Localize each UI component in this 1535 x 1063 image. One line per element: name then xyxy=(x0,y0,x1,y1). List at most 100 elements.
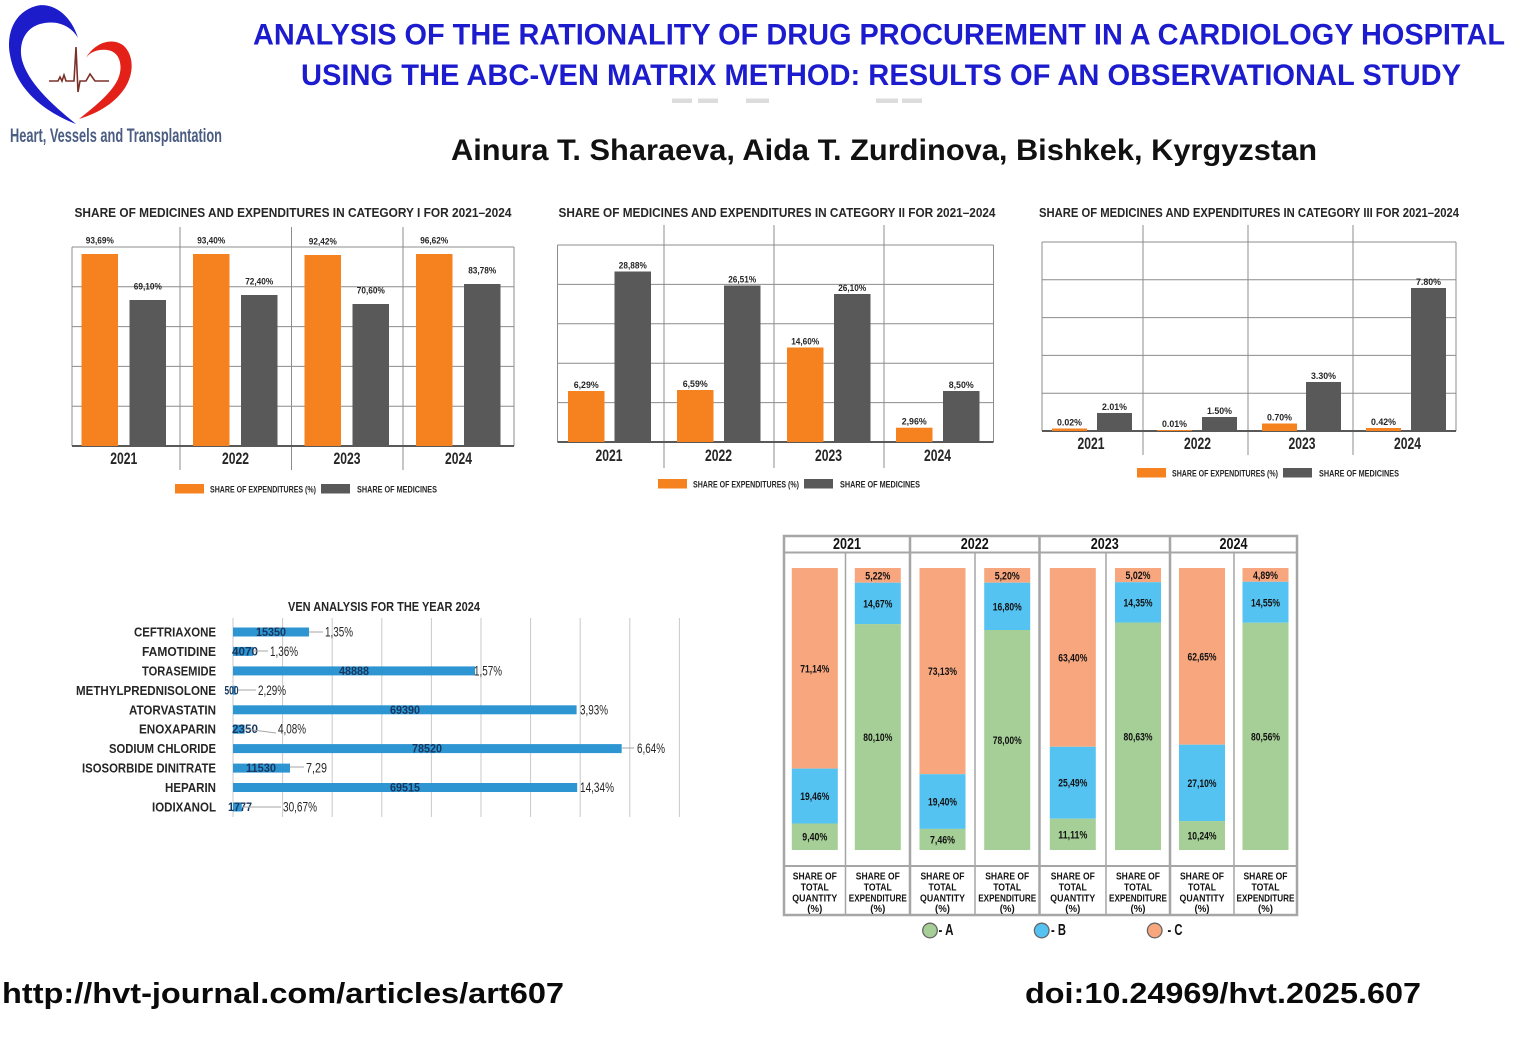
svg-text:2024: 2024 xyxy=(924,446,951,465)
svg-text:14,60%: 14,60% xyxy=(791,337,819,348)
svg-text:4,08%: 4,08% xyxy=(278,722,306,737)
svg-text:63,40%: 63,40% xyxy=(1058,652,1087,664)
svg-text:SHARE OF MEDICINES AND EXPENDI: SHARE OF MEDICINES AND EXPENDITURES IN C… xyxy=(559,205,997,220)
svg-text:SHARE OF: SHARE OF xyxy=(1116,872,1160,883)
svg-text:70,60%: 70,60% xyxy=(357,286,385,297)
svg-text:6,29%: 6,29% xyxy=(574,380,600,391)
svg-text:EXPENDITURE: EXPENDITURE xyxy=(1237,893,1295,904)
svg-text:6,64%: 6,64% xyxy=(637,741,665,756)
svg-text:0.42%: 0.42% xyxy=(1371,417,1397,428)
svg-text:80,56%: 80,56% xyxy=(1251,731,1280,743)
svg-text:HEPARIN: HEPARIN xyxy=(165,780,216,795)
svg-text:SHARE OF MEDICINES: SHARE OF MEDICINES xyxy=(840,480,920,491)
svg-text:doi:10.24969/hvt.2025.607: doi:10.24969/hvt.2025.607 xyxy=(1025,978,1421,1010)
svg-text:ENOXAPARIN: ENOXAPARIN xyxy=(139,722,216,737)
svg-text:2023: 2023 xyxy=(815,446,842,465)
svg-text:EXPENDITURE: EXPENDITURE xyxy=(978,893,1036,904)
svg-text:2021: 2021 xyxy=(833,536,861,553)
svg-text:(%): (%) xyxy=(1131,904,1146,915)
svg-text:78520: 78520 xyxy=(412,744,442,756)
svg-text:SODIUM CHLORIDE: SODIUM CHLORIDE xyxy=(109,741,216,756)
svg-text:(%): (%) xyxy=(1258,904,1273,915)
svg-text:14,34%: 14,34% xyxy=(580,780,614,795)
svg-text:SHARE OF: SHARE OF xyxy=(1180,872,1224,883)
svg-text:2023: 2023 xyxy=(1289,434,1316,453)
svg-text:QUANTITY: QUANTITY xyxy=(920,893,965,904)
svg-text:27,10%: 27,10% xyxy=(1188,778,1217,790)
svg-text:30,67%: 30,67% xyxy=(283,800,317,815)
svg-text:(%): (%) xyxy=(807,904,822,915)
svg-text:SHARE OF MEDICINES AND EXPENDI: SHARE OF MEDICINES AND EXPENDITURES IN C… xyxy=(75,205,513,220)
svg-text:EXPENDITURE: EXPENDITURE xyxy=(1109,893,1167,904)
svg-text:71,14%: 71,14% xyxy=(800,663,829,675)
svg-text:62,65%: 62,65% xyxy=(1188,651,1217,663)
svg-text:SHARE OF: SHARE OF xyxy=(1244,872,1288,883)
svg-text:0.02%: 0.02% xyxy=(1057,418,1083,429)
svg-text:TOTAL: TOTAL xyxy=(801,882,829,893)
svg-text:5,22%: 5,22% xyxy=(865,570,890,582)
svg-text:80,10%: 80,10% xyxy=(863,732,892,744)
svg-text:7,46%: 7,46% xyxy=(930,835,955,847)
svg-text:SHARE OF EXPENDITURES (%): SHARE OF EXPENDITURES (%) xyxy=(1172,469,1278,480)
svg-text:METHYLPREDNISOLONE: METHYLPREDNISOLONE xyxy=(76,683,216,698)
svg-text:SHARE OF EXPENDITURES (%): SHARE OF EXPENDITURES (%) xyxy=(693,480,799,491)
svg-text:69390: 69390 xyxy=(390,705,420,717)
svg-text:SHARE OF: SHARE OF xyxy=(1051,872,1095,883)
svg-text:TOTAL: TOTAL xyxy=(1188,882,1216,893)
svg-text:- C: - C xyxy=(1168,922,1183,939)
svg-text:3,93%: 3,93% xyxy=(580,702,608,717)
svg-text:USING THE ABC-VEN MATRIX METHO: USING THE ABC-VEN MATRIX METHOD: RESULTS… xyxy=(301,59,1461,92)
svg-text:IODIXANOL: IODIXANOL xyxy=(152,800,216,815)
svg-text:10,24%: 10,24% xyxy=(1188,831,1217,843)
svg-text:5,02%: 5,02% xyxy=(1126,570,1151,582)
svg-text:ANALYSIS OF THE RATIONALITY OF: ANALYSIS OF THE RATIONALITY OF DRUG PROC… xyxy=(253,19,1505,52)
svg-text:1777: 1777 xyxy=(228,802,252,814)
svg-text:72,40%: 72,40% xyxy=(245,277,273,288)
svg-text:2021: 2021 xyxy=(110,449,137,468)
svg-text:92,42%: 92,42% xyxy=(309,237,337,248)
svg-text:7.80%: 7.80% xyxy=(1416,277,1442,288)
svg-text:- A: - A xyxy=(939,922,954,939)
svg-text:2,96%: 2,96% xyxy=(902,417,928,428)
svg-text:4070: 4070 xyxy=(232,646,258,658)
svg-text:QUANTITY: QUANTITY xyxy=(1050,893,1095,904)
svg-text:2022: 2022 xyxy=(222,449,249,468)
svg-text:SHARE OF: SHARE OF xyxy=(921,872,965,883)
svg-text:EXPENDITURE: EXPENDITURE xyxy=(849,893,907,904)
svg-text:1.50%: 1.50% xyxy=(1207,406,1233,417)
svg-text:2021: 2021 xyxy=(1078,434,1105,453)
svg-text:2350: 2350 xyxy=(232,724,258,736)
svg-text:TOTAL: TOTAL xyxy=(929,882,957,893)
svg-text:93,69%: 93,69% xyxy=(86,236,114,247)
svg-text:4,89%: 4,89% xyxy=(1253,570,1278,582)
svg-text:73,13%: 73,13% xyxy=(928,666,957,678)
svg-text:SHARE OF: SHARE OF xyxy=(793,872,837,883)
svg-text:ISOSORBIDE DINITRATE: ISOSORBIDE DINITRATE xyxy=(82,761,216,776)
svg-text:78,00%: 78,00% xyxy=(993,735,1022,747)
svg-text:1,36%: 1,36% xyxy=(270,644,298,659)
svg-text:(%): (%) xyxy=(1000,904,1015,915)
svg-text:SHARE OF EXPENDITURES (%): SHARE OF EXPENDITURES (%) xyxy=(210,485,316,496)
svg-text:26,10%: 26,10% xyxy=(838,283,866,294)
svg-text:14,55%: 14,55% xyxy=(1251,597,1280,609)
svg-text:11,11%: 11,11% xyxy=(1058,829,1087,841)
svg-text:2024: 2024 xyxy=(1220,536,1248,553)
svg-text:SHARE OF: SHARE OF xyxy=(985,872,1029,883)
svg-text:1,35%: 1,35% xyxy=(325,625,353,640)
svg-text:2.01%: 2.01% xyxy=(1102,402,1128,413)
svg-text:SHARE OF MEDICINES: SHARE OF MEDICINES xyxy=(357,485,437,496)
svg-text:500: 500 xyxy=(225,685,239,697)
svg-text:1,57%: 1,57% xyxy=(474,663,502,678)
svg-text:26,51%: 26,51% xyxy=(728,275,756,286)
svg-text:- B: - B xyxy=(1051,922,1066,939)
svg-text:2022: 2022 xyxy=(705,446,732,465)
svg-text:QUANTITY: QUANTITY xyxy=(1180,893,1225,904)
svg-text:TOTAL: TOTAL xyxy=(1124,882,1152,893)
svg-text:(%): (%) xyxy=(1195,904,1210,915)
svg-text:25,49%: 25,49% xyxy=(1058,778,1087,790)
svg-text:TOTAL: TOTAL xyxy=(864,882,892,893)
svg-text:8,50%: 8,50% xyxy=(949,380,975,391)
svg-text:2024: 2024 xyxy=(1394,434,1421,453)
svg-text:SHARE OF MEDICINES AND EXPENDI: SHARE OF MEDICINES AND EXPENDITURES IN C… xyxy=(1039,205,1460,220)
svg-text:TOTAL: TOTAL xyxy=(1059,882,1087,893)
